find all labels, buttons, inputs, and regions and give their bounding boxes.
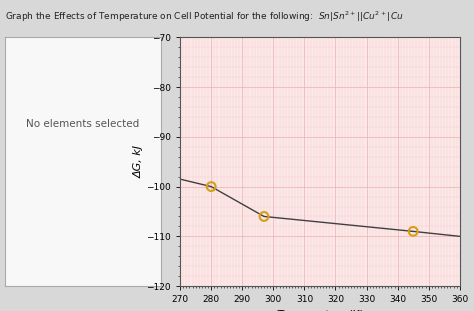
X-axis label: Temperature(K): Temperature(K) [276, 310, 364, 311]
Text: Graph the Effects of Temperature on Cell Potential for the following:  $Sn|Sn^{2: Graph the Effects of Temperature on Cell… [5, 9, 403, 24]
Point [410, 229, 417, 234]
Y-axis label: ΔG, kJ: ΔG, kJ [134, 145, 144, 178]
Point [208, 184, 215, 189]
Text: No elements selected: No elements selected [27, 119, 139, 129]
Point [260, 214, 268, 219]
